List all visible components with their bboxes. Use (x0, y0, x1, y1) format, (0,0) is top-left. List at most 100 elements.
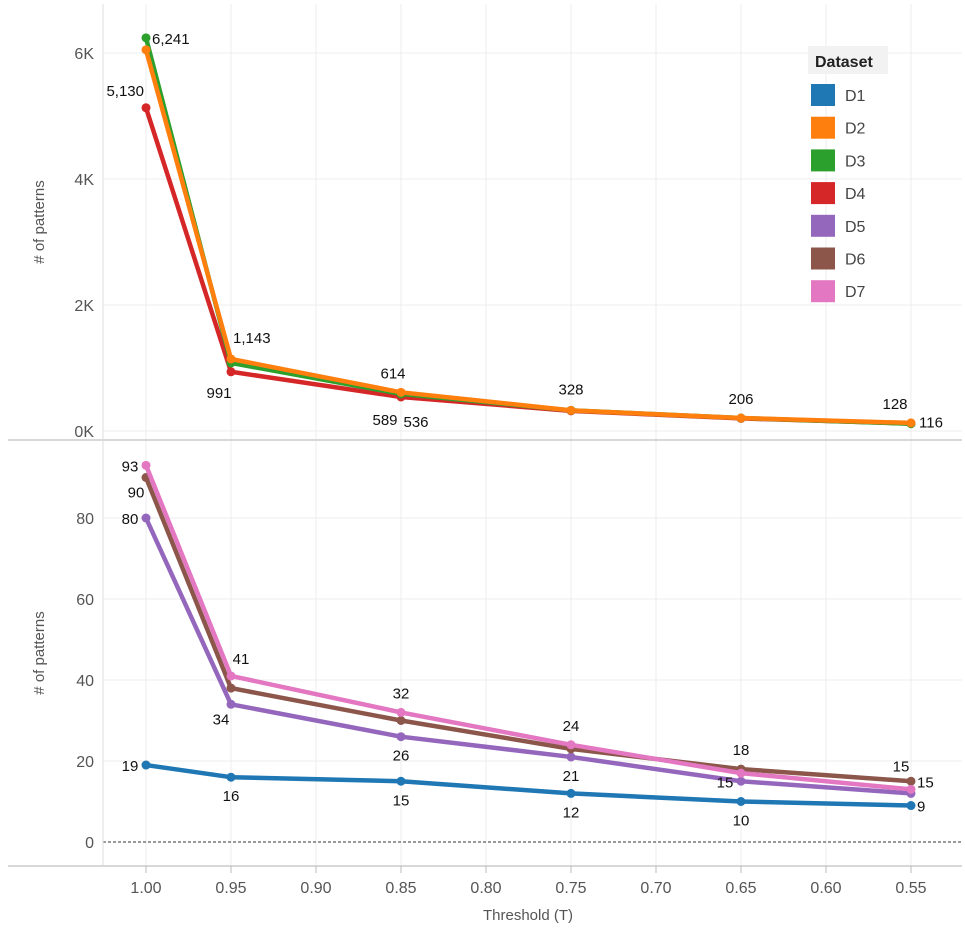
data-label: 1,143 (233, 330, 271, 347)
legend-label-d6: D6 (845, 252, 866, 269)
x-tick-label: 0.70 (640, 880, 671, 897)
data-point-d1 (906, 801, 916, 811)
data-label: 24 (563, 718, 580, 735)
data-label: 206 (728, 391, 753, 408)
legend-swatch-d1 (811, 84, 835, 106)
data-point-d2 (141, 45, 151, 55)
data-point-d6 (226, 683, 236, 693)
y-tick-label: 4K (74, 172, 94, 189)
data-point-d6 (906, 776, 916, 786)
data-point-d4 (226, 367, 236, 377)
y-tick-label: 2K (74, 298, 94, 315)
legend-label-d2: D2 (845, 121, 866, 138)
legend-swatch-d7 (811, 280, 835, 303)
data-label: 6,241 (152, 31, 190, 48)
x-tick-label: 0.95 (215, 880, 246, 897)
x-tick-label: 0.85 (385, 880, 416, 897)
series-line-d2 (143, 47, 914, 426)
legend-title-background (808, 46, 888, 74)
x-tick-label: 0.60 (810, 880, 841, 897)
data-label: 116 (919, 415, 943, 432)
data-point-d1 (736, 797, 746, 806)
data-point-d5 (141, 513, 151, 523)
legend-label-d3: D3 (845, 153, 866, 170)
y-tick-label: 40 (76, 673, 94, 690)
data-point-d4 (141, 103, 151, 113)
data-label: 9 (917, 799, 925, 816)
data-point-d1 (141, 760, 151, 770)
data-point-d2 (566, 405, 576, 415)
x-tick-label: 0.80 (470, 880, 501, 897)
x-tick-label: 0.65 (725, 880, 756, 897)
y-tick-label: 0 (85, 835, 94, 852)
data-point-d7 (566, 740, 576, 750)
data-point-d7 (906, 784, 916, 794)
data-label: 15 (893, 758, 910, 775)
data-point-d7 (141, 460, 151, 470)
legend-swatch-d4 (811, 182, 835, 205)
data-label: 536 (403, 414, 428, 431)
y-tick-label: 0K (74, 424, 94, 441)
series-line-d1 (143, 762, 914, 808)
data-label: 21 (563, 768, 580, 785)
data-label: 34 (213, 711, 230, 728)
legend-label-d4: D4 (845, 186, 866, 203)
x-tick-label: 0.90 (300, 880, 331, 897)
data-label: 15 (393, 792, 410, 809)
chart-panel-top: 0K 2K 4K 6K # of patterns 6,241 5,130 1,143 991 6… (31, 4, 962, 441)
data-label: 18 (733, 742, 750, 759)
y-tick-label: 60 (76, 592, 94, 609)
legend-swatch-d2 (811, 116, 835, 139)
legend-items: D1 D2 D3 D4 D5 D6 D7 (811, 84, 866, 303)
series-line-d4 (143, 105, 914, 426)
data-label: 15 (717, 774, 734, 791)
data-label: 589 (372, 412, 397, 429)
data-label: 26 (393, 748, 410, 765)
data-point-d2 (906, 418, 916, 428)
data-point-d1 (566, 788, 576, 798)
legend: Dataset D1 D2 D3 D4 D5 D6 D7 (808, 46, 888, 303)
data-point-d1 (226, 772, 236, 782)
data-label: 128 (882, 396, 907, 413)
data-point-d5 (566, 752, 576, 762)
legend-title: Dataset (815, 54, 873, 71)
y-axis-title: # of patterns (31, 611, 48, 694)
data-point-d1 (396, 776, 406, 786)
data-label: 80 (122, 511, 139, 528)
data-point-d2 (396, 387, 406, 397)
data-point-d6 (396, 716, 406, 725)
data-label: 15 (917, 774, 934, 791)
data-label: 614 (380, 365, 405, 382)
data-label: 12 (563, 804, 580, 821)
data-label: 93 (122, 458, 139, 475)
data-label: 5,130 (106, 83, 144, 100)
chart-panel-bottom: 0 20 40 60 80 # of patterns 93 90 80 19 41 34 16 32 26… (8, 4, 962, 924)
series-line-d7 (143, 463, 914, 792)
data-label: 32 (393, 685, 410, 702)
data-label: 991 (206, 385, 231, 402)
data-point-d2 (226, 354, 236, 364)
legend-swatch-d6 (811, 247, 835, 270)
data-point-d2 (736, 413, 746, 423)
data-point-d7 (396, 707, 406, 717)
x-tick-label: 1.00 (130, 880, 161, 897)
y-tick-label: 20 (76, 754, 94, 771)
legend-swatch-d5 (811, 214, 835, 237)
legend-label-d1: D1 (845, 88, 866, 105)
x-tick-label: 0.75 (555, 880, 586, 897)
y-tick-label: 6K (74, 46, 94, 63)
x-axis-title: Threshold (T) (483, 907, 573, 924)
data-point-d3 (141, 33, 151, 43)
series-line-d6 (143, 475, 914, 784)
data-label: 41 (233, 651, 250, 668)
x-tick-label: 0.55 (895, 880, 926, 897)
series-line-d5 (143, 515, 914, 796)
data-label: 19 (122, 758, 139, 775)
data-point-d7 (736, 768, 746, 778)
legend-swatch-d3 (811, 149, 835, 172)
data-point-d7 (226, 671, 236, 681)
data-point-d5 (396, 732, 406, 742)
y-axis-title: # of patterns (31, 180, 48, 263)
data-label: 90 (128, 485, 145, 502)
